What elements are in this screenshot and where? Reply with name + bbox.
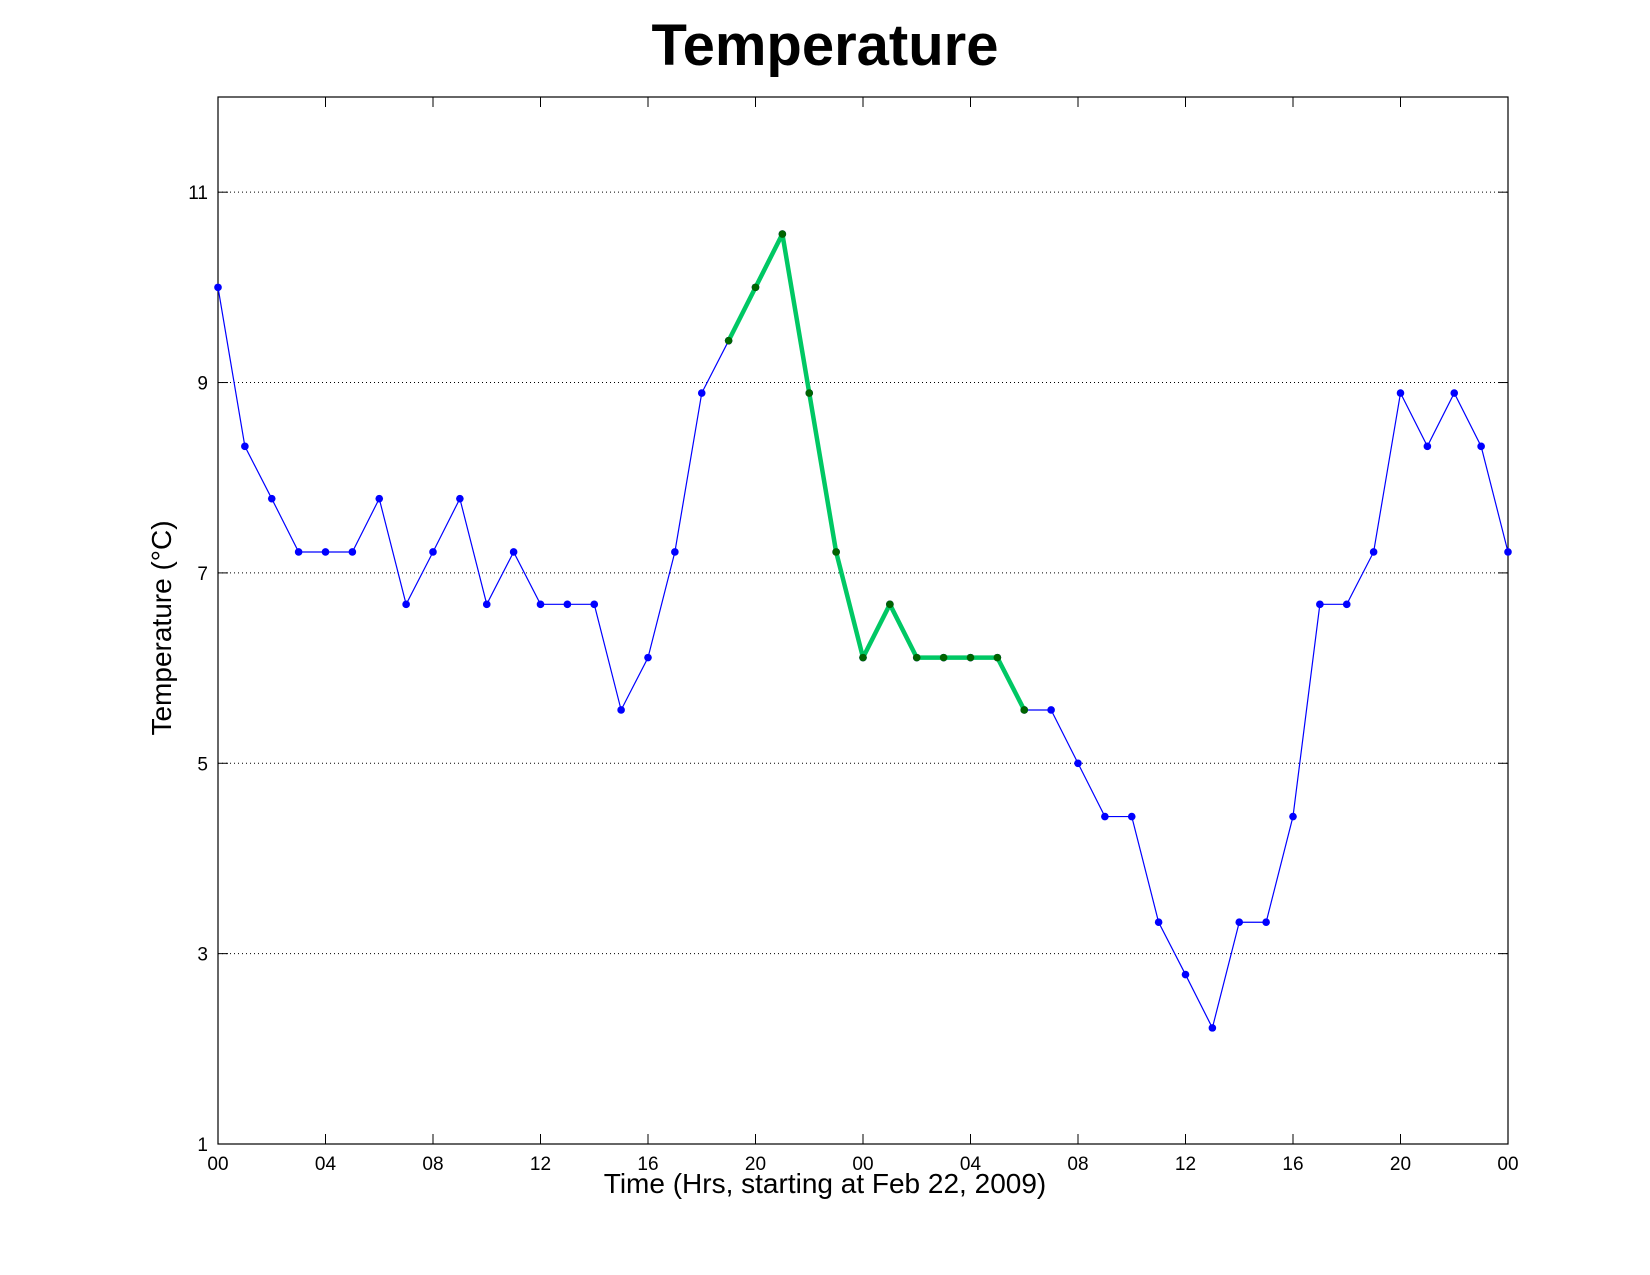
data-point-blue <box>1074 759 1082 768</box>
data-point-blue <box>1423 442 1432 451</box>
data-point-blue <box>241 442 249 451</box>
series-line-blue <box>217 232 1509 1030</box>
data-point-blue <box>509 548 518 556</box>
x-tick-label: 08 <box>1067 1154 1088 1175</box>
x-tick-label: 04 <box>315 1154 337 1175</box>
data-point-blue <box>1101 812 1109 821</box>
data-point-blue <box>429 548 437 556</box>
data-point-blue <box>1396 389 1405 397</box>
x-tick-label: 16 <box>637 1154 658 1175</box>
data-point-green <box>805 389 814 397</box>
plot-frame <box>217 96 1509 1145</box>
data-point-blue <box>1342 600 1351 609</box>
y-tick-label: 5 <box>197 754 208 775</box>
data-point-blue <box>1262 918 1270 927</box>
x-tick-label: 12 <box>530 1154 551 1175</box>
data-point-blue <box>294 548 303 556</box>
y-tick-label: 3 <box>197 945 208 966</box>
data-point-blue <box>482 600 491 609</box>
x-tick-label: 08 <box>422 1154 443 1175</box>
data-point-green <box>993 653 1002 662</box>
data-point-green <box>939 653 948 662</box>
data-point-green <box>751 283 760 292</box>
data-point-green <box>724 336 733 345</box>
data-point-green <box>886 600 894 609</box>
x-tick-label: 00 <box>207 1154 228 1175</box>
data-point-green <box>912 653 921 662</box>
data-point-blue <box>1235 918 1244 927</box>
data-point-blue <box>1477 442 1485 451</box>
data-point-green <box>1020 706 1029 714</box>
chart-title: Temperature <box>651 13 999 78</box>
x-tick-label: 20 <box>745 1154 766 1175</box>
data-point-blue <box>1154 918 1163 927</box>
data-point-blue <box>1316 600 1324 609</box>
data-point-blue <box>536 600 545 609</box>
y-tick-label: 1 <box>197 1135 208 1156</box>
data-point-blue <box>697 389 706 397</box>
x-axis-label: Time (Hrs, starting at Feb 22, 2009) <box>603 1168 1047 1199</box>
data-point-blue <box>321 548 330 556</box>
data-point-blue <box>1504 548 1512 556</box>
data-point-blue <box>1450 389 1459 397</box>
data-point-blue <box>644 653 652 662</box>
data-point-blue <box>617 706 625 714</box>
data-point-blue <box>402 600 410 609</box>
y-axis-label: Temperature (°C) <box>146 520 177 736</box>
data-point-blue <box>1369 548 1378 556</box>
y-tick-label: 9 <box>197 374 208 395</box>
data-point-blue <box>1181 970 1190 979</box>
data-point-blue <box>590 600 599 609</box>
x-tick-label: 12 <box>1175 1154 1196 1175</box>
y-tick-label: 11 <box>188 183 208 204</box>
x-tick-label: 04 <box>960 1154 982 1175</box>
data-point-blue <box>563 600 572 609</box>
data-point-blue <box>348 548 357 556</box>
data-point-blue <box>1047 706 1055 714</box>
x-tick-label: 20 <box>1390 1154 1411 1175</box>
x-tick-label: 00 <box>852 1154 873 1175</box>
series-line-green <box>726 231 1027 711</box>
data-point-green <box>966 653 975 662</box>
data-point-blue <box>1289 812 1297 821</box>
data-point-blue <box>1127 812 1136 821</box>
y-tick-label: 7 <box>197 564 208 585</box>
data-point-blue <box>456 494 464 503</box>
x-tick-label: 00 <box>1497 1154 1518 1175</box>
data-point-green <box>859 653 867 662</box>
data-point-green <box>778 230 787 238</box>
data-point-blue <box>1208 1024 1217 1032</box>
x-tick-label: 16 <box>1282 1154 1303 1175</box>
data-point-blue <box>267 494 276 503</box>
data-point-blue <box>671 548 679 556</box>
data-point-blue <box>214 283 222 292</box>
data-point-green <box>832 548 840 556</box>
data-point-blue <box>375 494 384 503</box>
